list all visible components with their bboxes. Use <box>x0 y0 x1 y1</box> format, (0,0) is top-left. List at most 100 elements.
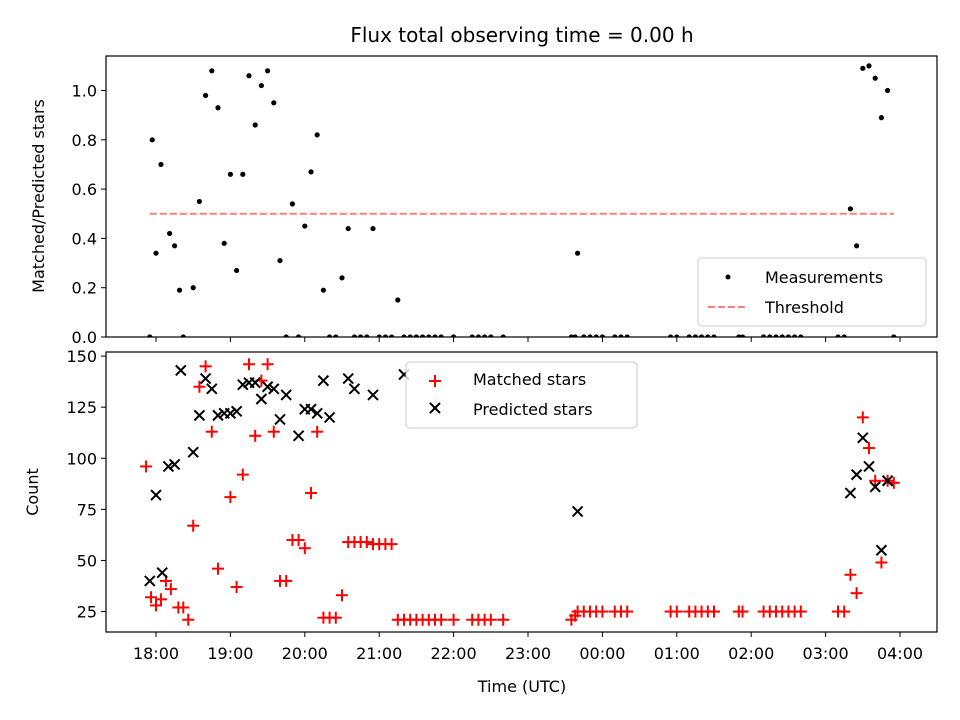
measurements-point <box>176 287 183 293</box>
predicted-stars-point <box>850 468 863 481</box>
predicted-stars-point <box>144 575 156 587</box>
measurements-point <box>500 334 506 337</box>
matched-stars-point <box>243 358 255 371</box>
predicted-stars-point <box>193 409 206 422</box>
matched-stars-point <box>329 611 342 624</box>
measurements-point <box>308 169 314 175</box>
predicted-stars-point <box>342 372 354 385</box>
bottom-legend: Matched stars Predicted stars <box>405 361 638 429</box>
top-y-axis-title: Matched/Predicted stars <box>29 99 48 293</box>
matched-stars-point <box>305 487 317 500</box>
matched-stars-point <box>298 542 311 555</box>
measurements-point <box>739 334 746 337</box>
measurements-point <box>593 334 599 337</box>
measurements-point <box>705 334 711 337</box>
bottom-y-axis-title: Count <box>23 468 42 516</box>
measurements-point <box>196 198 202 205</box>
y-tick-label: 150 <box>66 347 97 366</box>
matched-stars-point <box>447 613 460 626</box>
measurements-point <box>469 334 475 337</box>
measurements-point <box>172 243 178 249</box>
legend-measurements-marker <box>725 274 731 280</box>
measurements-point <box>240 171 246 177</box>
predicted-stars-point <box>230 405 243 417</box>
measurements-point <box>389 334 395 337</box>
measurements-point <box>246 73 252 79</box>
measurements-point <box>382 334 388 337</box>
measurements-point <box>221 240 227 246</box>
measurements-point <box>180 334 186 337</box>
y-tick-label: 0.2 <box>72 279 97 298</box>
measurements-point <box>401 334 407 337</box>
top-legend-frame <box>697 257 927 327</box>
x-tick-label: 19:00 <box>207 644 253 663</box>
predicted-stars-point <box>348 383 361 395</box>
matched-stars-point <box>224 491 237 504</box>
x-tick-label: 18:00 <box>133 644 179 663</box>
measurements-point <box>327 334 333 337</box>
predicted-stars-point <box>162 460 175 473</box>
chart-title: Flux total observing time = 0.00 h <box>350 23 693 47</box>
measurements-point <box>779 334 785 337</box>
measurements-point <box>668 334 674 337</box>
y-tick-label: 75 <box>77 500 97 519</box>
predicted-stars-point <box>305 403 317 415</box>
predicted-stars-point <box>156 567 168 579</box>
matched-stars-point <box>869 474 882 487</box>
matched-stars-point <box>212 562 224 575</box>
predicted-stars-point <box>206 383 218 395</box>
predicted-stars-point <box>311 407 323 420</box>
matched-stars-point <box>670 605 683 618</box>
measurements-point <box>209 68 215 74</box>
measurements-point <box>277 257 283 264</box>
measurements-point <box>841 334 847 337</box>
measurements-point <box>190 285 196 291</box>
top-panel: 0.0 0.2 0.4 0.6 0.8 1.0 <box>72 55 938 347</box>
y-tick-label: 125 <box>66 398 97 417</box>
predicted-stars-point <box>268 383 280 395</box>
measurements-point <box>587 334 593 337</box>
measurements-point <box>333 334 339 337</box>
measurements-point <box>599 334 605 337</box>
predicted-stars-point <box>150 489 162 501</box>
matched-stars-point <box>596 605 609 618</box>
measurements-point <box>252 122 258 128</box>
predicted-stars-point <box>844 487 857 499</box>
x-tick-label: 04:00 <box>877 644 923 663</box>
axes-frame-bottom <box>105 351 938 633</box>
top-legend: Measurements Threshold <box>697 257 927 327</box>
x-tick-label: 22:00 <box>431 644 477 663</box>
predicted-stars-point <box>857 432 869 444</box>
matched-stars-point <box>261 358 274 371</box>
matched-stars-point <box>187 519 200 532</box>
matched-stars-point <box>164 583 177 596</box>
measurements-point <box>158 161 164 168</box>
measurements-point <box>413 334 419 337</box>
predicted-stars-point <box>224 407 237 420</box>
measurements-point <box>370 225 376 232</box>
predicted-stars-point <box>323 411 336 424</box>
matched-stars-point <box>497 613 510 626</box>
measurements-point <box>376 334 382 337</box>
measurements-point <box>854 243 860 249</box>
measurements-point <box>407 334 413 337</box>
predicted-stars-point <box>367 389 379 401</box>
measurements-point <box>339 275 345 281</box>
y-tick-label: 1.0 <box>72 82 97 101</box>
y-tick-label: 0.4 <box>72 229 97 248</box>
measurements-point <box>320 287 326 293</box>
legend-threshold-label: Threshold <box>764 298 844 317</box>
measurements-point <box>451 334 457 337</box>
predicted-stars-point <box>168 458 181 471</box>
matched-stars-point <box>385 538 398 551</box>
measurements-point <box>686 334 692 337</box>
legend-matched-marker <box>429 375 441 387</box>
measurements-point <box>426 334 432 337</box>
measurements-point <box>395 297 401 303</box>
measurements-point <box>314 132 320 138</box>
x-axis-title: Time (UTC) <box>477 677 566 696</box>
predicted-stars-point <box>292 430 305 442</box>
matched-stars-point <box>230 581 243 594</box>
